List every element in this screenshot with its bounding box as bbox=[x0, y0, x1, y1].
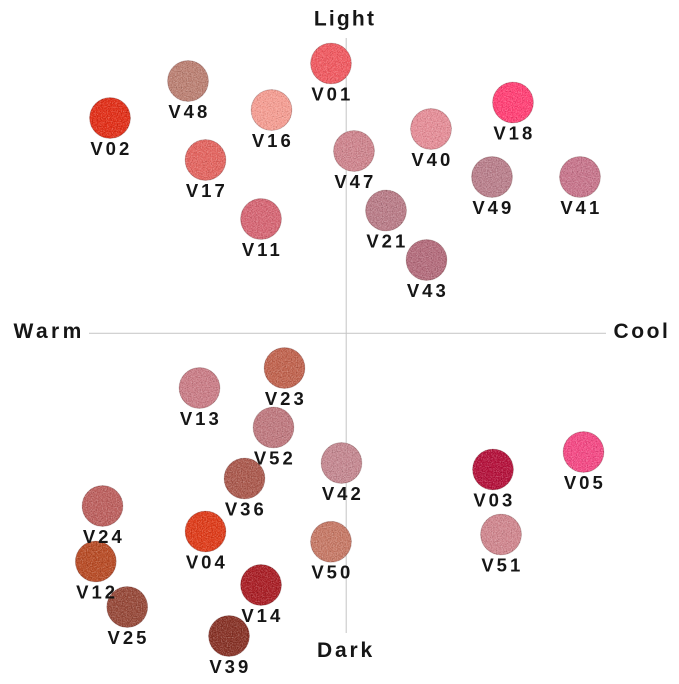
svg-text:V13: V13 bbox=[180, 408, 222, 429]
svg-text:Dark: Dark bbox=[317, 639, 375, 662]
svg-text:V23: V23 bbox=[265, 388, 307, 409]
svg-text:V02: V02 bbox=[90, 138, 132, 159]
svg-text:V25: V25 bbox=[108, 627, 150, 648]
svg-text:V01: V01 bbox=[311, 83, 353, 104]
svg-text:V18: V18 bbox=[493, 122, 535, 143]
svg-text:V21: V21 bbox=[366, 230, 408, 251]
svg-text:V05: V05 bbox=[564, 472, 606, 493]
svg-text:V16: V16 bbox=[252, 130, 294, 151]
svg-text:V51: V51 bbox=[481, 554, 523, 575]
svg-text:V17: V17 bbox=[186, 180, 228, 201]
svg-text:V36: V36 bbox=[225, 498, 267, 519]
svg-text:V11: V11 bbox=[242, 239, 283, 260]
svg-text:V04: V04 bbox=[186, 551, 228, 572]
svg-text:V43: V43 bbox=[407, 280, 449, 301]
svg-text:V41: V41 bbox=[560, 197, 602, 218]
svg-text:V39: V39 bbox=[209, 656, 251, 677]
svg-text:V50: V50 bbox=[311, 562, 353, 583]
svg-text:V40: V40 bbox=[411, 149, 453, 170]
svg-text:V14: V14 bbox=[241, 605, 283, 626]
svg-text:V48: V48 bbox=[168, 101, 210, 122]
svg-text:Warm: Warm bbox=[14, 320, 85, 343]
svg-text:V24: V24 bbox=[83, 526, 125, 547]
svg-text:V49: V49 bbox=[472, 197, 514, 218]
svg-text:V52: V52 bbox=[254, 447, 296, 468]
svg-text:Light: Light bbox=[314, 8, 376, 31]
svg-text:V47: V47 bbox=[334, 171, 376, 192]
svg-text:V42: V42 bbox=[322, 483, 364, 504]
svg-text:V12: V12 bbox=[76, 581, 118, 602]
svg-text:Cool: Cool bbox=[613, 320, 670, 343]
svg-text:V03: V03 bbox=[473, 489, 515, 510]
